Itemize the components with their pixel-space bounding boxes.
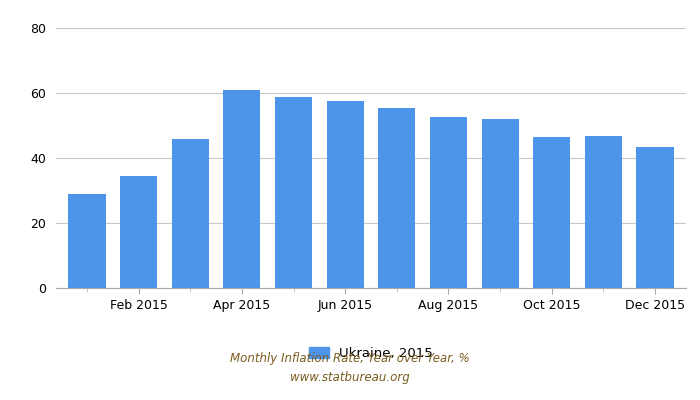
Bar	[378, 108, 415, 288]
Bar	[482, 119, 519, 288]
Bar	[533, 137, 570, 288]
Bar	[69, 194, 106, 288]
Bar	[172, 139, 209, 288]
Text: Monthly Inflation Rate, Year over Year, %: Monthly Inflation Rate, Year over Year, …	[230, 352, 470, 365]
Bar	[327, 101, 364, 288]
Bar	[430, 117, 467, 288]
Bar	[636, 147, 673, 288]
Bar	[275, 96, 312, 288]
Legend: Ukraine, 2015: Ukraine, 2015	[304, 341, 438, 365]
Bar	[120, 176, 158, 288]
Bar	[584, 136, 622, 288]
Bar	[223, 90, 260, 288]
Text: www.statbureau.org: www.statbureau.org	[290, 371, 410, 384]
